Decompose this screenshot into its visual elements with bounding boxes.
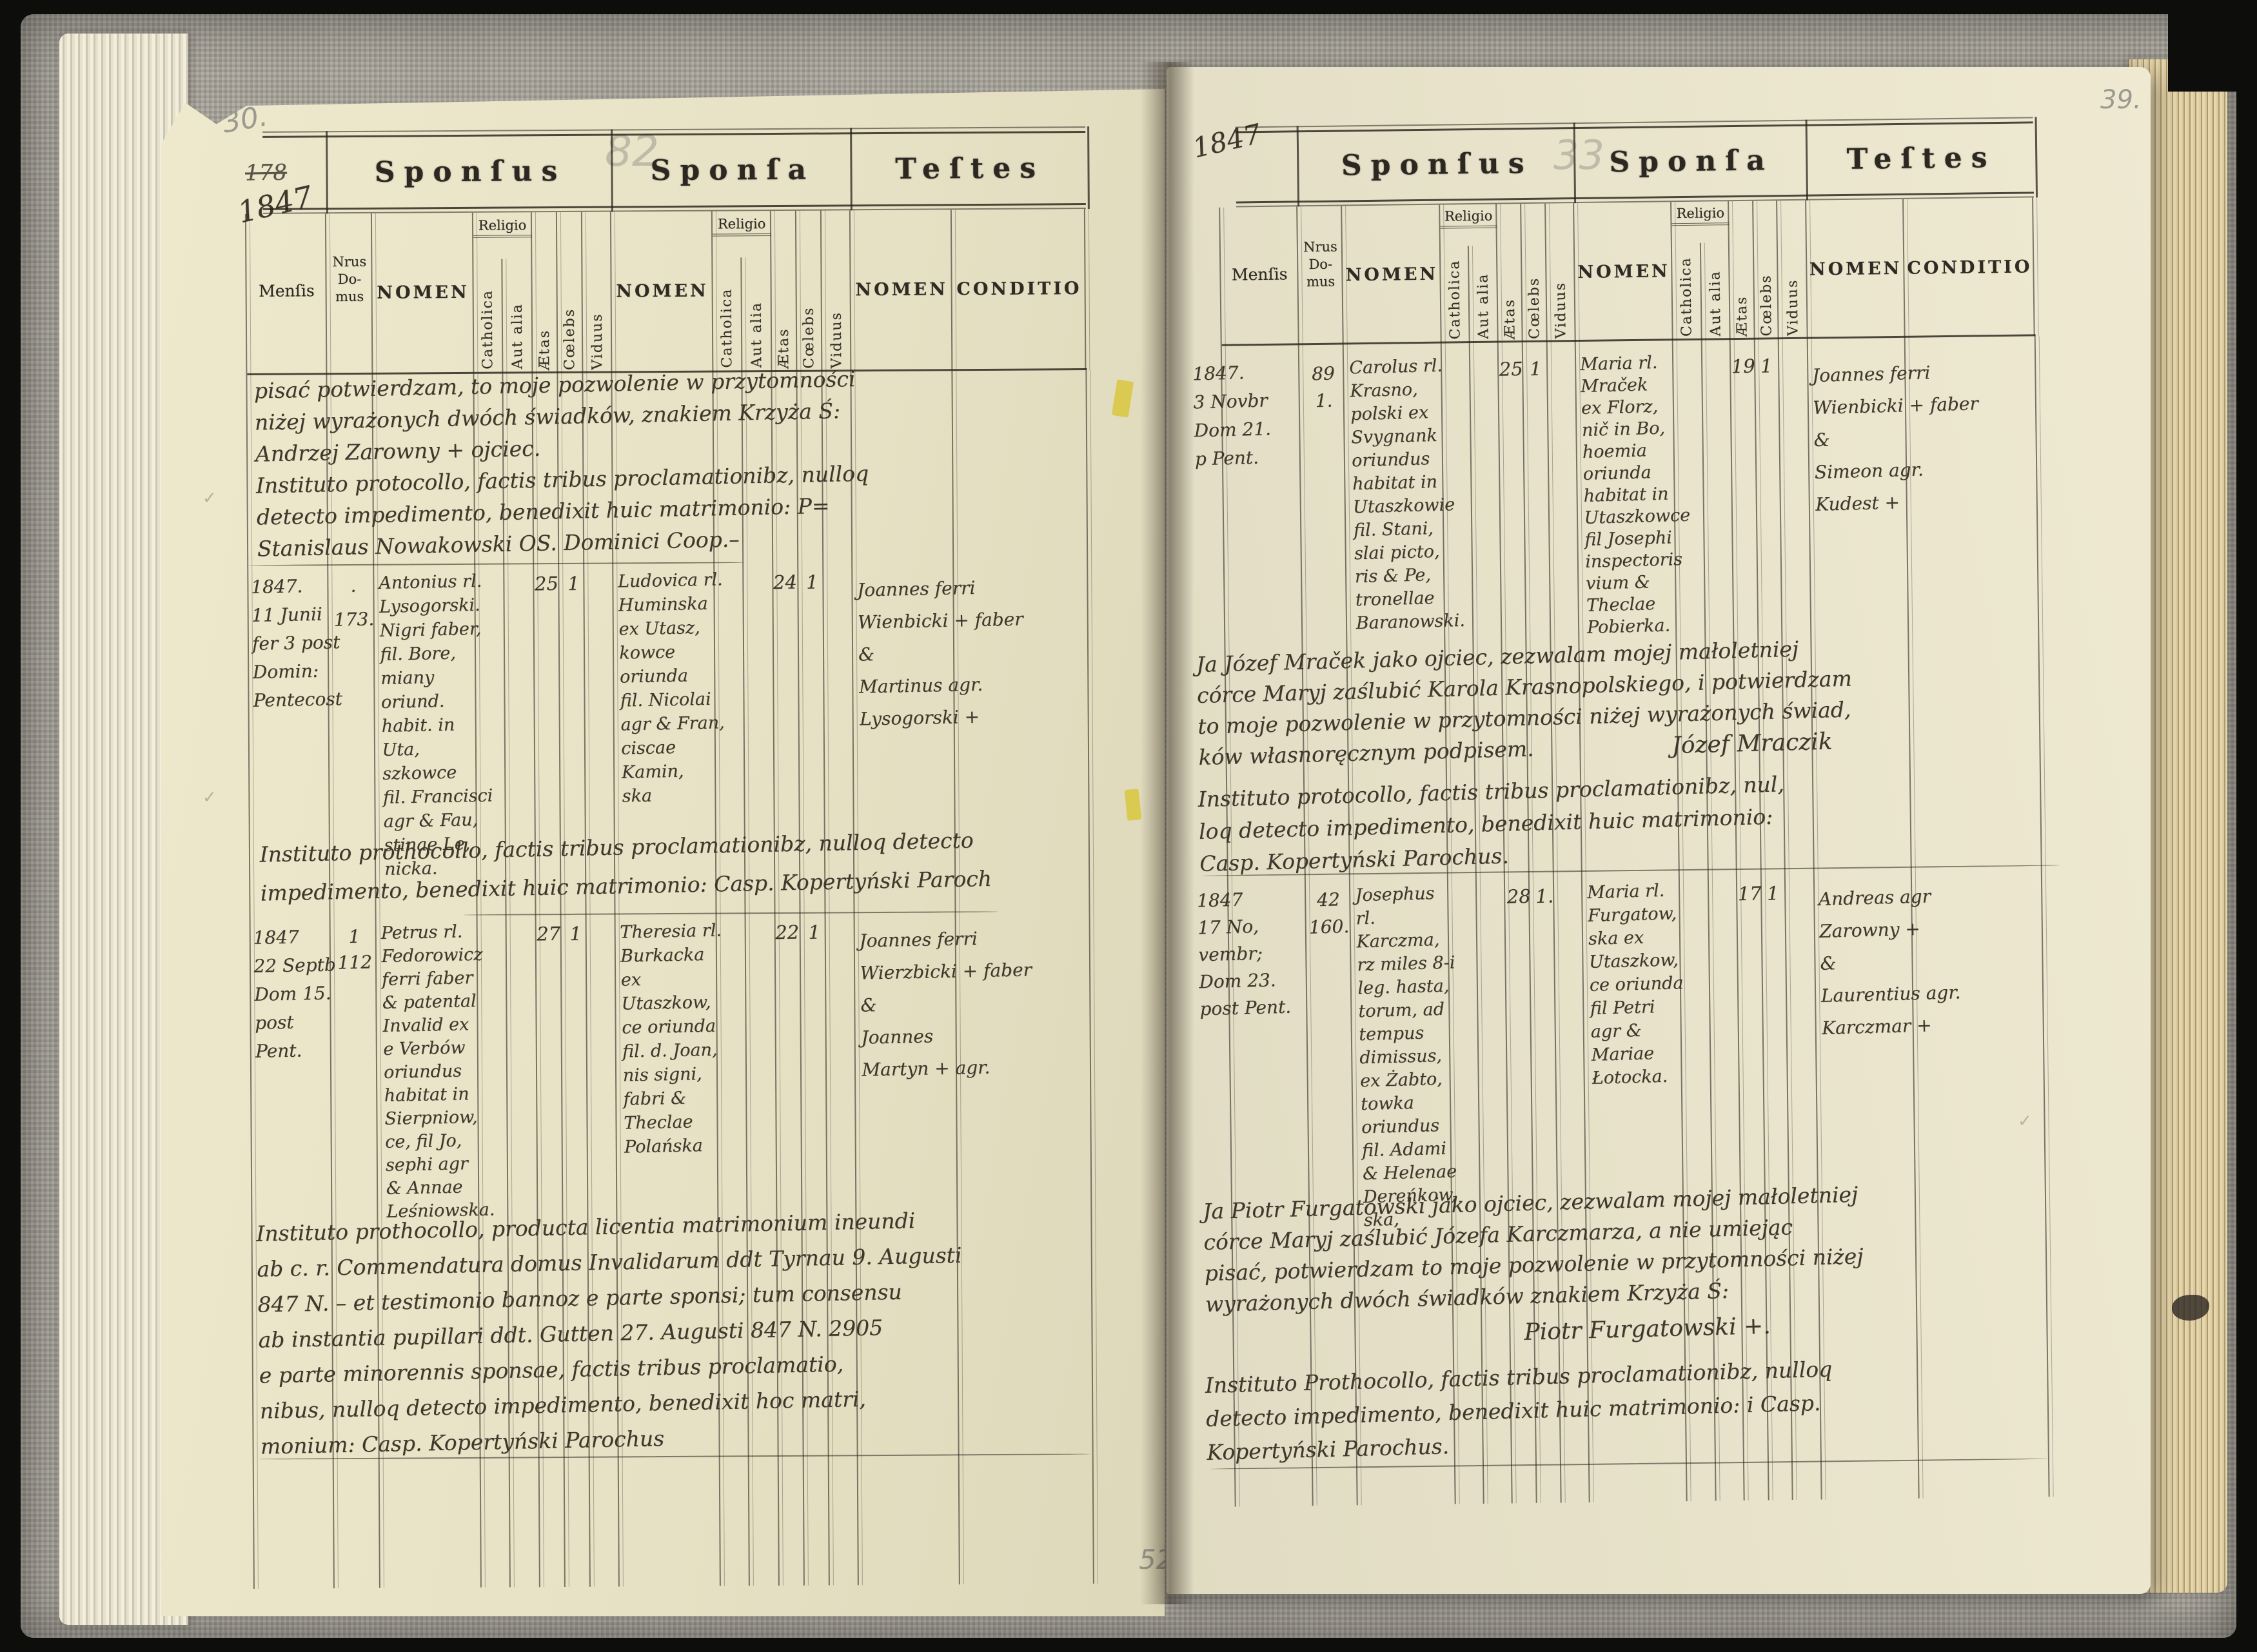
left-page: 30. 178 1847 82 ✓ ✓ 52 Sponſus Sponſa Te… bbox=[161, 89, 1165, 1616]
col-label-viduus-sponsus: Viduus bbox=[589, 313, 606, 370]
col-label-religio-sponsa: Religio bbox=[1671, 205, 1730, 226]
column-rule-line bbox=[1497, 342, 1517, 1504]
col-label-nrus-domus: Nrus Do- mus bbox=[332, 253, 367, 305]
col-label-viduus-sponsa: Viduus bbox=[828, 311, 845, 369]
col-label-nrus-domus: Nrus Do- mus bbox=[1303, 239, 1337, 290]
entry-sponsus-coelebs: 1. bbox=[1535, 885, 1554, 908]
col-label-nomen-sponsus: NOMEN bbox=[1345, 264, 1439, 286]
col-label-religio-sponsus: Religio bbox=[1439, 208, 1497, 229]
entry-witnesses: Joannes ferri Wienbicki + faber & Simeon… bbox=[1811, 362, 1979, 515]
entry-witnesses: Joannes ferri Wierzbicki + faber & Joann… bbox=[859, 927, 1032, 1081]
col-label-nomen-sponsa: NOMEN bbox=[616, 280, 709, 302]
group-header-testes: Teſtes bbox=[850, 126, 1090, 211]
left-register-table: Sponſus Sponſa Teſtes Menſis Nrus Do- mu… bbox=[244, 126, 1098, 1589]
margin-check-mark: ✓ bbox=[202, 489, 217, 508]
entry-sponsus-coelebs: 1 bbox=[567, 572, 580, 595]
col-label-catholica-sponsus: Catholica bbox=[1446, 259, 1464, 340]
entry-sponsa-name: Theresia rl. Burkacka ex Utaszkow, ce or… bbox=[620, 920, 722, 1157]
entry-sponsus-coelebs: 1 bbox=[569, 922, 582, 945]
father-signature: Józef Mraczik bbox=[1671, 728, 1833, 760]
entry-sponsus-name: Petrus rl. Fedorowicz ferri faber & pate… bbox=[380, 921, 495, 1222]
entry-sponsa-name: Ludovica rl. Huminska ex Utasz, kowce or… bbox=[617, 569, 725, 807]
col-label-nomen-sponsa: NOMEN bbox=[1577, 261, 1670, 283]
column-rule-line bbox=[1778, 339, 1798, 1500]
entry-witnesses: Joannes ferri Wienbicki + faber & Martin… bbox=[856, 576, 1023, 730]
entry-sponsa-coelebs: 1 bbox=[1766, 882, 1779, 905]
entry-sponsa-coelebs: 1 bbox=[805, 571, 818, 593]
license-note: Instituto prothocollo, producta licentia… bbox=[255, 1208, 962, 1459]
entry-sponsa-age: 24 bbox=[773, 571, 798, 594]
col-label-nomen-testes: NOMEN bbox=[855, 279, 948, 300]
entry-sponsa-age: 22 bbox=[774, 921, 800, 944]
entry-house-number: · 173. bbox=[333, 580, 375, 631]
entry-sponsa-coelebs: 1 bbox=[808, 921, 821, 943]
group-header-testes: Teſtes bbox=[1805, 117, 2038, 201]
entry-sponsus-name: Josephus rl. Karczma, rz miles 8-i leg. … bbox=[1355, 883, 1457, 1231]
photo-background-corner bbox=[2168, 0, 2257, 92]
entry-house-number: 1 112 bbox=[337, 925, 373, 974]
col-label-coelebs-sponsa: Cœlebs bbox=[801, 306, 818, 369]
col-label-coelebs-sponsa: Cœlebs bbox=[1757, 274, 1775, 337]
group-header-sponsus: Sponſus bbox=[1296, 123, 1577, 207]
top-continuation-note: pisać potwierdzam, to moje pozwolenie w … bbox=[253, 366, 869, 562]
entry-sponsus-name: Carolus rl. Krasno, polski ex Svygnank o… bbox=[1349, 355, 1466, 634]
entry-sponsus-age: 25 bbox=[534, 572, 559, 595]
entry-date: 1847. 3 Novbr Dom 21. p Pent. bbox=[1192, 362, 1272, 470]
col-label-aut-alia-sponsus: Aut alia bbox=[1475, 273, 1492, 339]
group-header-sponsa: Sponſa bbox=[1573, 119, 1808, 204]
col-label-catholica-sponsa: Catholica bbox=[1678, 257, 1696, 337]
col-label-aut-alia-sponsus: Aut alia bbox=[509, 303, 526, 369]
entry-sponsa-coelebs: 1 bbox=[1760, 355, 1773, 377]
col-label-mensis: Menſis bbox=[259, 281, 315, 300]
col-label-nomen-testes: NOMEN bbox=[1809, 258, 1902, 280]
col-label-religio-sponsa: Religio bbox=[712, 216, 771, 237]
col-label-nomen-sponsus: NOMEN bbox=[377, 282, 469, 303]
book-gutter-shadow bbox=[1140, 62, 1194, 1604]
corner-folio-pencil: 39. bbox=[2100, 85, 2142, 115]
col-label-viduus-sponsa: Viduus bbox=[1784, 279, 1802, 337]
fore-edge-stain bbox=[2172, 1295, 2209, 1321]
col-label-conditio: CONDITIO bbox=[1907, 257, 2033, 279]
col-label-viduus-sponsus: Viduus bbox=[1552, 281, 1570, 339]
column-rule-line bbox=[1468, 342, 1488, 1504]
entry-house-number: 89 1. bbox=[1311, 362, 1335, 412]
sub-header-row: Menſis Nrus Do- mus NOMEN Religio Cathol… bbox=[244, 209, 1090, 376]
col-label-aetas-sponsus: Ætas bbox=[537, 329, 553, 371]
sheet-number-pencil-right: 33 bbox=[1553, 132, 1604, 179]
col-label-aetas-sponsa: Ætas bbox=[776, 328, 793, 369]
entry-date: 1847 17 No, vembr; Dom 23. post Pent. bbox=[1196, 889, 1292, 1020]
col-label-catholica-sponsus: Catholica bbox=[479, 289, 497, 369]
margin-check-mark: ✓ bbox=[2018, 1112, 2032, 1131]
sub-header-row: Menſis Nrus Do- mus NOMEN Religio Cathol… bbox=[1219, 197, 2039, 346]
entry-sponsa-name: Maria rl. Mraček ex Florz, nič in Bo, ho… bbox=[1579, 352, 1691, 638]
col-label-mensis: Menſis bbox=[1231, 264, 1288, 284]
entry-witnesses: Andreas agr Zarowny + & Laurentius agr. … bbox=[1818, 885, 1961, 1039]
col-label-coelebs-sponsus: Cœlebs bbox=[562, 308, 578, 371]
entry-sponsus-age: 27 bbox=[536, 922, 561, 945]
group-header-sponsus: Sponſus bbox=[325, 129, 614, 214]
col-label-aetas-sponsus: Ætas bbox=[1501, 298, 1519, 340]
group-header-sponsa: Sponſa bbox=[611, 128, 853, 212]
entry-sponsa-name: Maria rl. Furgatow, ska ex Utaszkow, ce … bbox=[1586, 880, 1684, 1088]
col-label-religio-sponsus: Religio bbox=[473, 217, 532, 238]
entry-sponsus-coelebs: 1 bbox=[1529, 357, 1542, 380]
entry-date: 1847. 11 Junii fer 3 post Domin: Penteco… bbox=[250, 575, 343, 711]
col-label-aetas-sponsa: Ætas bbox=[1733, 295, 1751, 337]
col-label-aut-alia-sponsa: Aut alia bbox=[748, 301, 765, 368]
col-label-catholica-sponsa: Catholica bbox=[718, 288, 736, 368]
yellow-tape bbox=[1124, 788, 1142, 821]
margin-check-mark: ✓ bbox=[202, 788, 217, 807]
entry-sponsus-age: 28 bbox=[1506, 885, 1532, 908]
col-label-aut-alia-sponsa: Aut alia bbox=[1707, 270, 1724, 337]
parental-consent-note: Ja Józef Mraček jako ojciec, zezwalam mo… bbox=[1196, 636, 1853, 771]
col-label-conditio: CONDITIO bbox=[956, 279, 1082, 300]
right-page: 1847 33 39. ✓ Sponſus Sponſa Teſtes bbox=[1167, 67, 2151, 1594]
parental-consent-note: Ja Piotr Furgatowski jako ojciec, zezwal… bbox=[1202, 1181, 1864, 1317]
right-register-table: Sponſus Sponſa Teſtes Menſis Nrus Do- mu… bbox=[1192, 117, 2060, 1545]
col-label-coelebs-sponsus: Cœlebs bbox=[1526, 277, 1543, 339]
entry-house-number: 42 160. bbox=[1308, 889, 1350, 938]
